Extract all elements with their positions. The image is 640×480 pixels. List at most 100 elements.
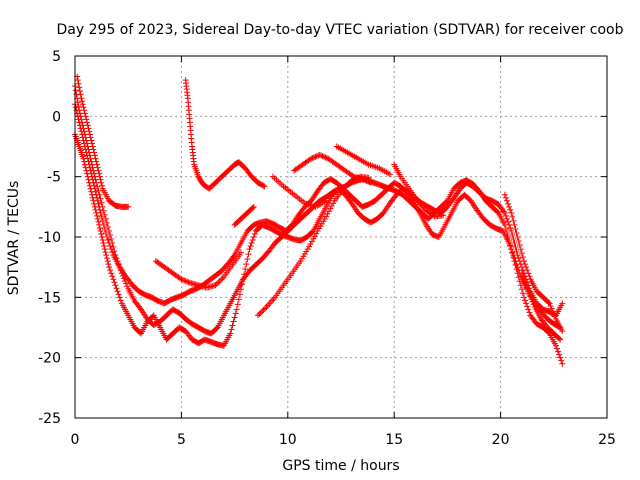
data-point (318, 152, 325, 159)
data-point (74, 99, 81, 106)
series-track-11 (333, 143, 393, 178)
data-point (526, 309, 533, 316)
data-point (97, 195, 104, 202)
data-point (348, 177, 355, 184)
data-point (250, 234, 257, 240)
data-point (319, 153, 326, 160)
data-point (248, 240, 255, 247)
data-point (506, 203, 513, 210)
data-point (123, 280, 130, 287)
data-point (328, 203, 335, 210)
data-point (525, 288, 532, 295)
data-point (506, 221, 513, 228)
series-track-9 (291, 151, 374, 186)
data-point (107, 231, 114, 238)
data-point (512, 244, 519, 251)
data-point (557, 354, 564, 361)
data-point (330, 200, 337, 207)
data-point (81, 110, 88, 117)
data-point (228, 326, 235, 333)
data-point (508, 209, 515, 216)
data-point (518, 250, 525, 257)
data-point (72, 87, 79, 94)
data-point (306, 243, 313, 250)
data-point (100, 207, 107, 214)
data-point (311, 233, 318, 240)
data-point (515, 255, 522, 262)
data-point (244, 256, 251, 263)
data-point (113, 255, 120, 262)
data-point (237, 249, 244, 256)
data-point (108, 270, 115, 277)
data-point (104, 237, 111, 244)
data-point (94, 183, 101, 190)
data-point (182, 278, 189, 285)
data-point (559, 328, 566, 335)
series-track-6 (152, 249, 244, 291)
data-point (522, 297, 529, 304)
data-point (523, 300, 530, 307)
data-point (120, 275, 127, 282)
data-point (507, 206, 514, 213)
data-point (236, 291, 243, 298)
series-track-12 (391, 161, 447, 220)
data-point (81, 107, 88, 114)
data-point (502, 212, 509, 219)
data-point (251, 230, 258, 237)
data-point (72, 104, 79, 111)
data-point (347, 198, 354, 205)
data-point (506, 240, 513, 247)
data-point (547, 302, 554, 309)
axis-ticks: 0 5 10 15 20 25 5 0 -5 -10 -15 -20 -25 (38, 49, 616, 448)
data-point (558, 357, 565, 364)
data-point (95, 187, 102, 194)
data-point (116, 264, 123, 271)
data-point (261, 183, 268, 190)
y-tick-label: 5 (52, 49, 61, 65)
data-point (262, 305, 269, 312)
data-point (519, 273, 526, 280)
data-point (523, 282, 530, 289)
data-point (106, 227, 113, 234)
data-point (360, 176, 367, 183)
y-tick-label: -5 (47, 170, 61, 186)
data-point (234, 301, 241, 308)
data-point (510, 217, 517, 224)
data-point (103, 234, 110, 240)
data-point (250, 203, 257, 210)
data-point (110, 276, 117, 283)
x-tick-label: 15 (385, 432, 403, 448)
data-point (308, 155, 315, 162)
data-point (545, 299, 552, 306)
x-tick-label: 25 (598, 432, 616, 448)
data-point (345, 180, 352, 187)
series-track-13 (501, 191, 566, 335)
data-point (249, 204, 256, 211)
y-tick-label: -20 (38, 351, 61, 367)
y-tick-label: -25 (38, 411, 61, 427)
data-point (124, 283, 131, 290)
data-point (526, 273, 533, 280)
data-point (524, 303, 531, 310)
data-point (550, 310, 557, 317)
data-point (93, 194, 100, 201)
data-point (509, 231, 516, 238)
data-point (325, 208, 332, 215)
series-track-1 (72, 131, 566, 367)
data-point (91, 182, 98, 189)
data-point (89, 143, 96, 150)
series-track-5 (182, 77, 268, 192)
data-point (110, 244, 117, 251)
data-point (327, 205, 334, 212)
data-point (549, 308, 556, 315)
data-point (117, 297, 124, 304)
data-point (365, 174, 372, 181)
data-point (212, 282, 219, 289)
data-point (107, 243, 114, 250)
data-point (312, 153, 319, 160)
data-point (83, 116, 90, 123)
data-point (525, 306, 532, 313)
data-point (309, 154, 316, 161)
data-point (115, 261, 122, 268)
data-point (119, 272, 126, 279)
